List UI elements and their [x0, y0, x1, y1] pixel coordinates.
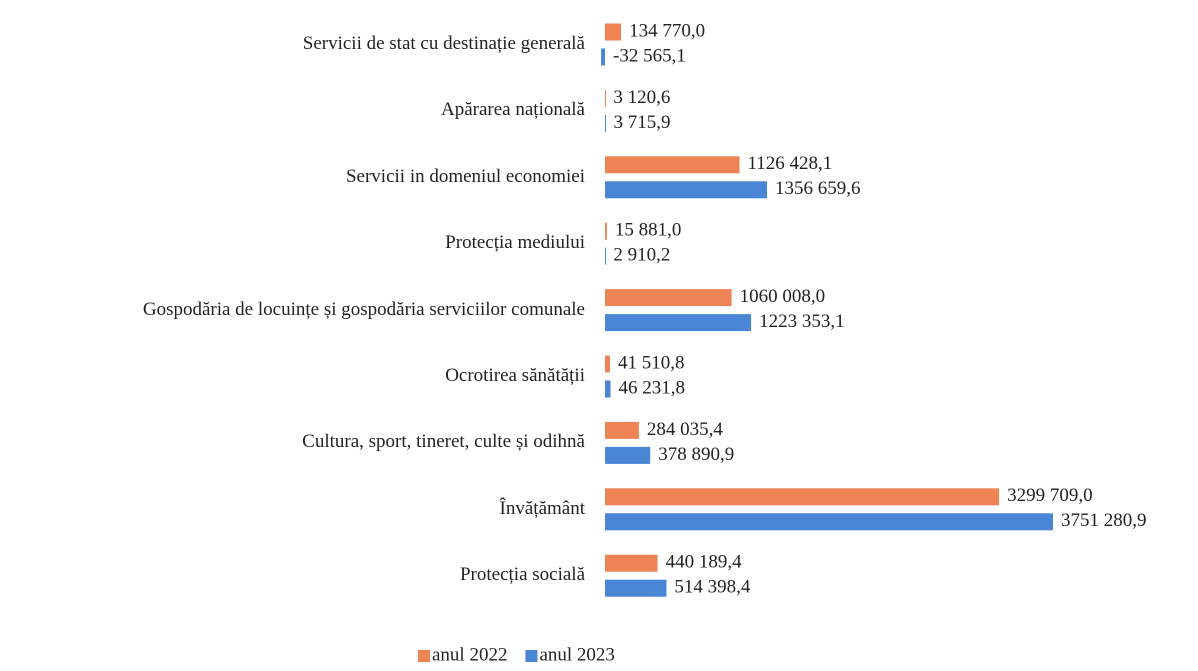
value-label: 1356 659,6	[775, 178, 861, 199]
value-label: 15 881,0	[615, 220, 682, 241]
bar	[601, 48, 605, 66]
value-label: 284 035,4	[647, 419, 724, 440]
legend-label: anul 2022	[432, 644, 507, 665]
value-label: 1126 428,1	[748, 153, 833, 174]
value-label: 3 120,6	[613, 87, 670, 108]
category-label: Gospodăria de locuințe și gospodăria ser…	[142, 298, 585, 320]
value-label: 41 510,8	[618, 352, 685, 373]
bar	[605, 289, 732, 307]
category-label: Cultura, sport, tineret, culte și odihnă	[302, 431, 585, 453]
category-label: Învățământ	[499, 497, 585, 519]
bar	[605, 23, 622, 41]
value-label: 378 890,9	[658, 444, 734, 465]
bar	[605, 488, 1000, 506]
value-label: 3299 709,0	[1007, 485, 1092, 506]
value-label: 1223 353,1	[759, 311, 845, 332]
bar	[605, 513, 1053, 531]
bar	[605, 156, 740, 174]
bar	[605, 380, 611, 398]
category-label: Servicii in domeniul economiei	[345, 165, 585, 187]
value-label: 46 231,8	[619, 377, 686, 398]
bar	[605, 554, 658, 572]
bar	[605, 89, 606, 107]
value-label: 1060 008,0	[740, 286, 826, 307]
value-label: -32 565,1	[613, 45, 686, 66]
value-label: 514 398,4	[674, 577, 751, 598]
value-label: 3751 280,9	[1061, 510, 1147, 531]
category-label: Protecția mediului	[445, 232, 585, 254]
bar	[605, 222, 607, 240]
bar	[605, 181, 768, 199]
legend-swatch	[418, 650, 430, 662]
bar	[605, 446, 651, 464]
bar	[605, 355, 610, 373]
value-label: 134 770,0	[629, 20, 705, 41]
legend-label: anul 2023	[539, 644, 614, 665]
value-label: 3 715,9	[613, 112, 670, 133]
value-label: 2 910,2	[613, 245, 670, 266]
category-label: Protecția socială	[459, 564, 585, 586]
value-label: 440 189,4	[666, 552, 743, 573]
bar	[605, 314, 752, 332]
bar	[605, 114, 606, 132]
category-label: Servicii de stat cu destinație generală	[302, 33, 585, 54]
bar	[605, 247, 606, 265]
category-label: Ocrotirea sănătății	[445, 365, 585, 386]
bar	[605, 579, 667, 597]
category-label: Apărarea națională	[441, 99, 585, 121]
legend-swatch	[525, 650, 538, 662]
bar	[605, 421, 639, 439]
